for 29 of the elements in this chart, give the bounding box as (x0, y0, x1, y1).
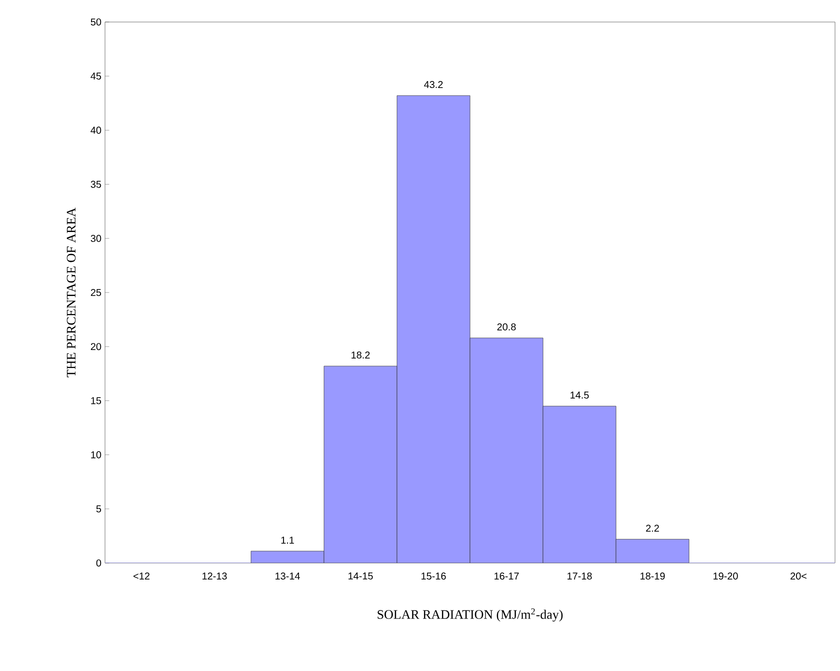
x-tick-label: <12 (134, 572, 150, 580)
x-tick-label: 14-15 (348, 572, 373, 580)
data-label: 18.2 (352, 352, 370, 359)
y-axis-title: THE PERCENTAGE OF AREA (66, 208, 76, 378)
data-label: 1.1 (281, 536, 294, 544)
y-tick-label: 45 (90, 72, 102, 80)
x-tick-label: 17-18 (568, 572, 592, 580)
x-tick-label: 12-13 (202, 572, 227, 580)
x-tick-label: 19-20 (714, 572, 738, 580)
data-label: 2.2 (646, 524, 659, 532)
y-tick-label: 15 (91, 397, 102, 404)
data-label: 14.5 (570, 392, 589, 399)
data-label: 43.2 (424, 81, 443, 88)
y-tick-label: 5 (96, 505, 102, 512)
y-tick-label: 50 (90, 18, 102, 26)
x-tick-label: 16-17 (494, 572, 519, 580)
y-tick-label: 40 (90, 126, 102, 134)
x-tick-label: 18-19 (640, 572, 665, 580)
data-label: 20.8 (497, 323, 516, 330)
y-tick-label: 20 (90, 343, 102, 350)
x-tick-label: 15-16 (422, 572, 446, 580)
x-axis-title: SOLAR RADIATION (MJ/m$^{2}$-day) (378, 608, 563, 622)
x-tick-label: 20< (790, 572, 806, 580)
x-tick-label: 13-14 (276, 572, 300, 580)
y-tick-label: 35 (90, 180, 102, 188)
y-tick-label: 10 (91, 451, 102, 458)
y-tick-label: 0 (96, 559, 102, 567)
y-tick-label: 25 (90, 288, 102, 296)
y-tick-label: 30 (90, 234, 102, 242)
